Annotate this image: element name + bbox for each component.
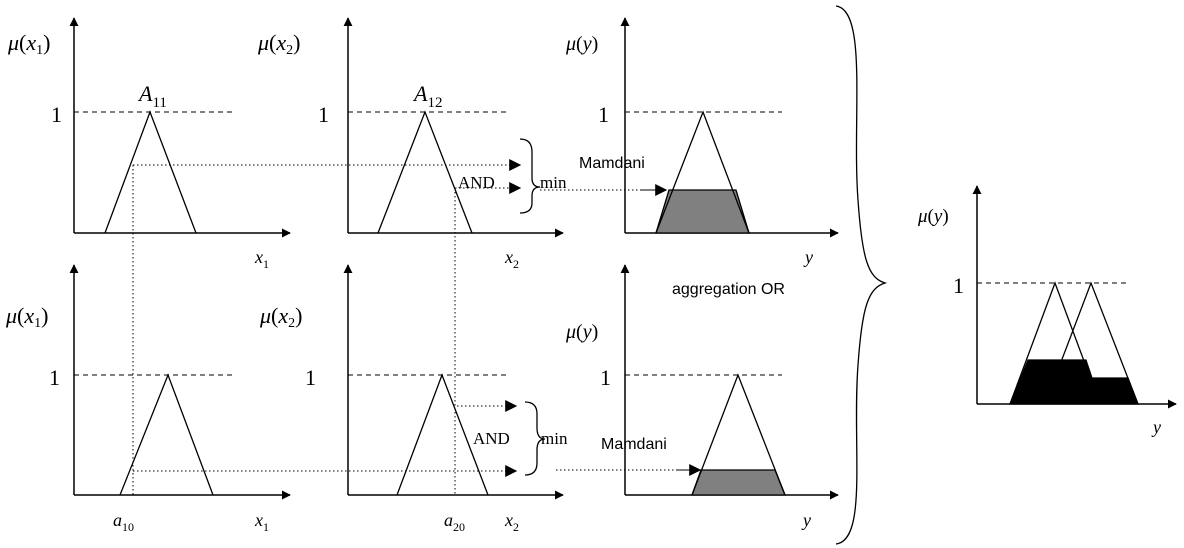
set-label-A12: A12: [412, 81, 442, 111]
tick-one: 1: [318, 102, 329, 127]
axis-label-x2: x2: [504, 247, 519, 271]
rule1-connectors: AND min: [133, 138, 640, 214]
tick-one: 1: [600, 365, 611, 390]
input-value-a10: a10: [113, 510, 134, 534]
tick-one: 1: [598, 102, 609, 127]
aggregated-output-plot: μ(y) 1 y: [917, 185, 1177, 437]
and-label: AND: [458, 173, 495, 192]
mamdani-label: Mamdani: [601, 436, 667, 453]
axis-label-mu-y: μ(y): [565, 33, 598, 55]
input-value-a20: a20: [444, 510, 465, 534]
mamdani-label: Mamdani: [579, 155, 645, 172]
clipped-output-area: [691, 469, 786, 496]
min-label: min: [540, 173, 567, 192]
axis-label-mu-x1: μ(x1): [5, 303, 48, 331]
aggregation-brace: [835, 5, 888, 545]
output-triangle: [691, 373, 786, 496]
axis-label-y: y: [803, 247, 813, 267]
output-triangle: [655, 110, 750, 234]
tick-one: 1: [953, 273, 964, 298]
tick-one: 1: [305, 365, 316, 390]
axis-label-mu-x2: μ(x2): [259, 303, 302, 331]
aggregation-label: aggregation OR: [672, 281, 785, 298]
axis-label-mu-y: μ(y): [917, 206, 949, 227]
membership-triangle: [119, 373, 214, 496]
set-label-A11: A11: [137, 81, 167, 111]
axis-label-mu-y: μ(y): [565, 321, 598, 343]
axis-label-x2: x2: [504, 510, 519, 534]
aggregated-fill-area: [1009, 359, 1139, 405]
tick-one: 1: [49, 365, 60, 390]
min-label: min: [541, 429, 568, 448]
and-brace: [519, 138, 541, 214]
rule2-output-plot: μ(y) 1 y Mamdani: [565, 264, 839, 530]
rule1-x1-plot: μ(x1) 1 A11 x1: [7, 17, 291, 271]
and-brace: [524, 401, 546, 476]
rule2-connectors: AND min: [133, 400, 676, 477]
axis-label-mu-x1: μ(x1): [7, 30, 50, 58]
rule2-x2-plot: μ(x2) 1 x2 a20: [259, 264, 564, 534]
axis-label-x1: x1: [254, 510, 269, 534]
rule1-output-plot: μ(y) 1 y Mamdani: [565, 17, 839, 267]
and-label: AND: [473, 429, 510, 448]
membership-triangle-A12: [377, 110, 473, 234]
axis-label-x1: x1: [254, 247, 269, 271]
rule2-output-triangle: [1044, 281, 1139, 405]
rule1-x2-plot: μ(x2) 1 A12 x2: [257, 17, 564, 271]
membership-triangle-A11: [104, 110, 197, 234]
axis-label-y: y: [1151, 417, 1161, 437]
rule2-x1-plot: μ(x1) 1 x1 a10: [5, 264, 291, 534]
tick-one: 1: [51, 102, 62, 127]
membership-triangle: [396, 373, 489, 496]
rule1-output-triangle: [1009, 281, 1101, 405]
axis-label-y: y: [801, 510, 811, 530]
axis-label-mu-x2: μ(x2): [257, 30, 300, 58]
